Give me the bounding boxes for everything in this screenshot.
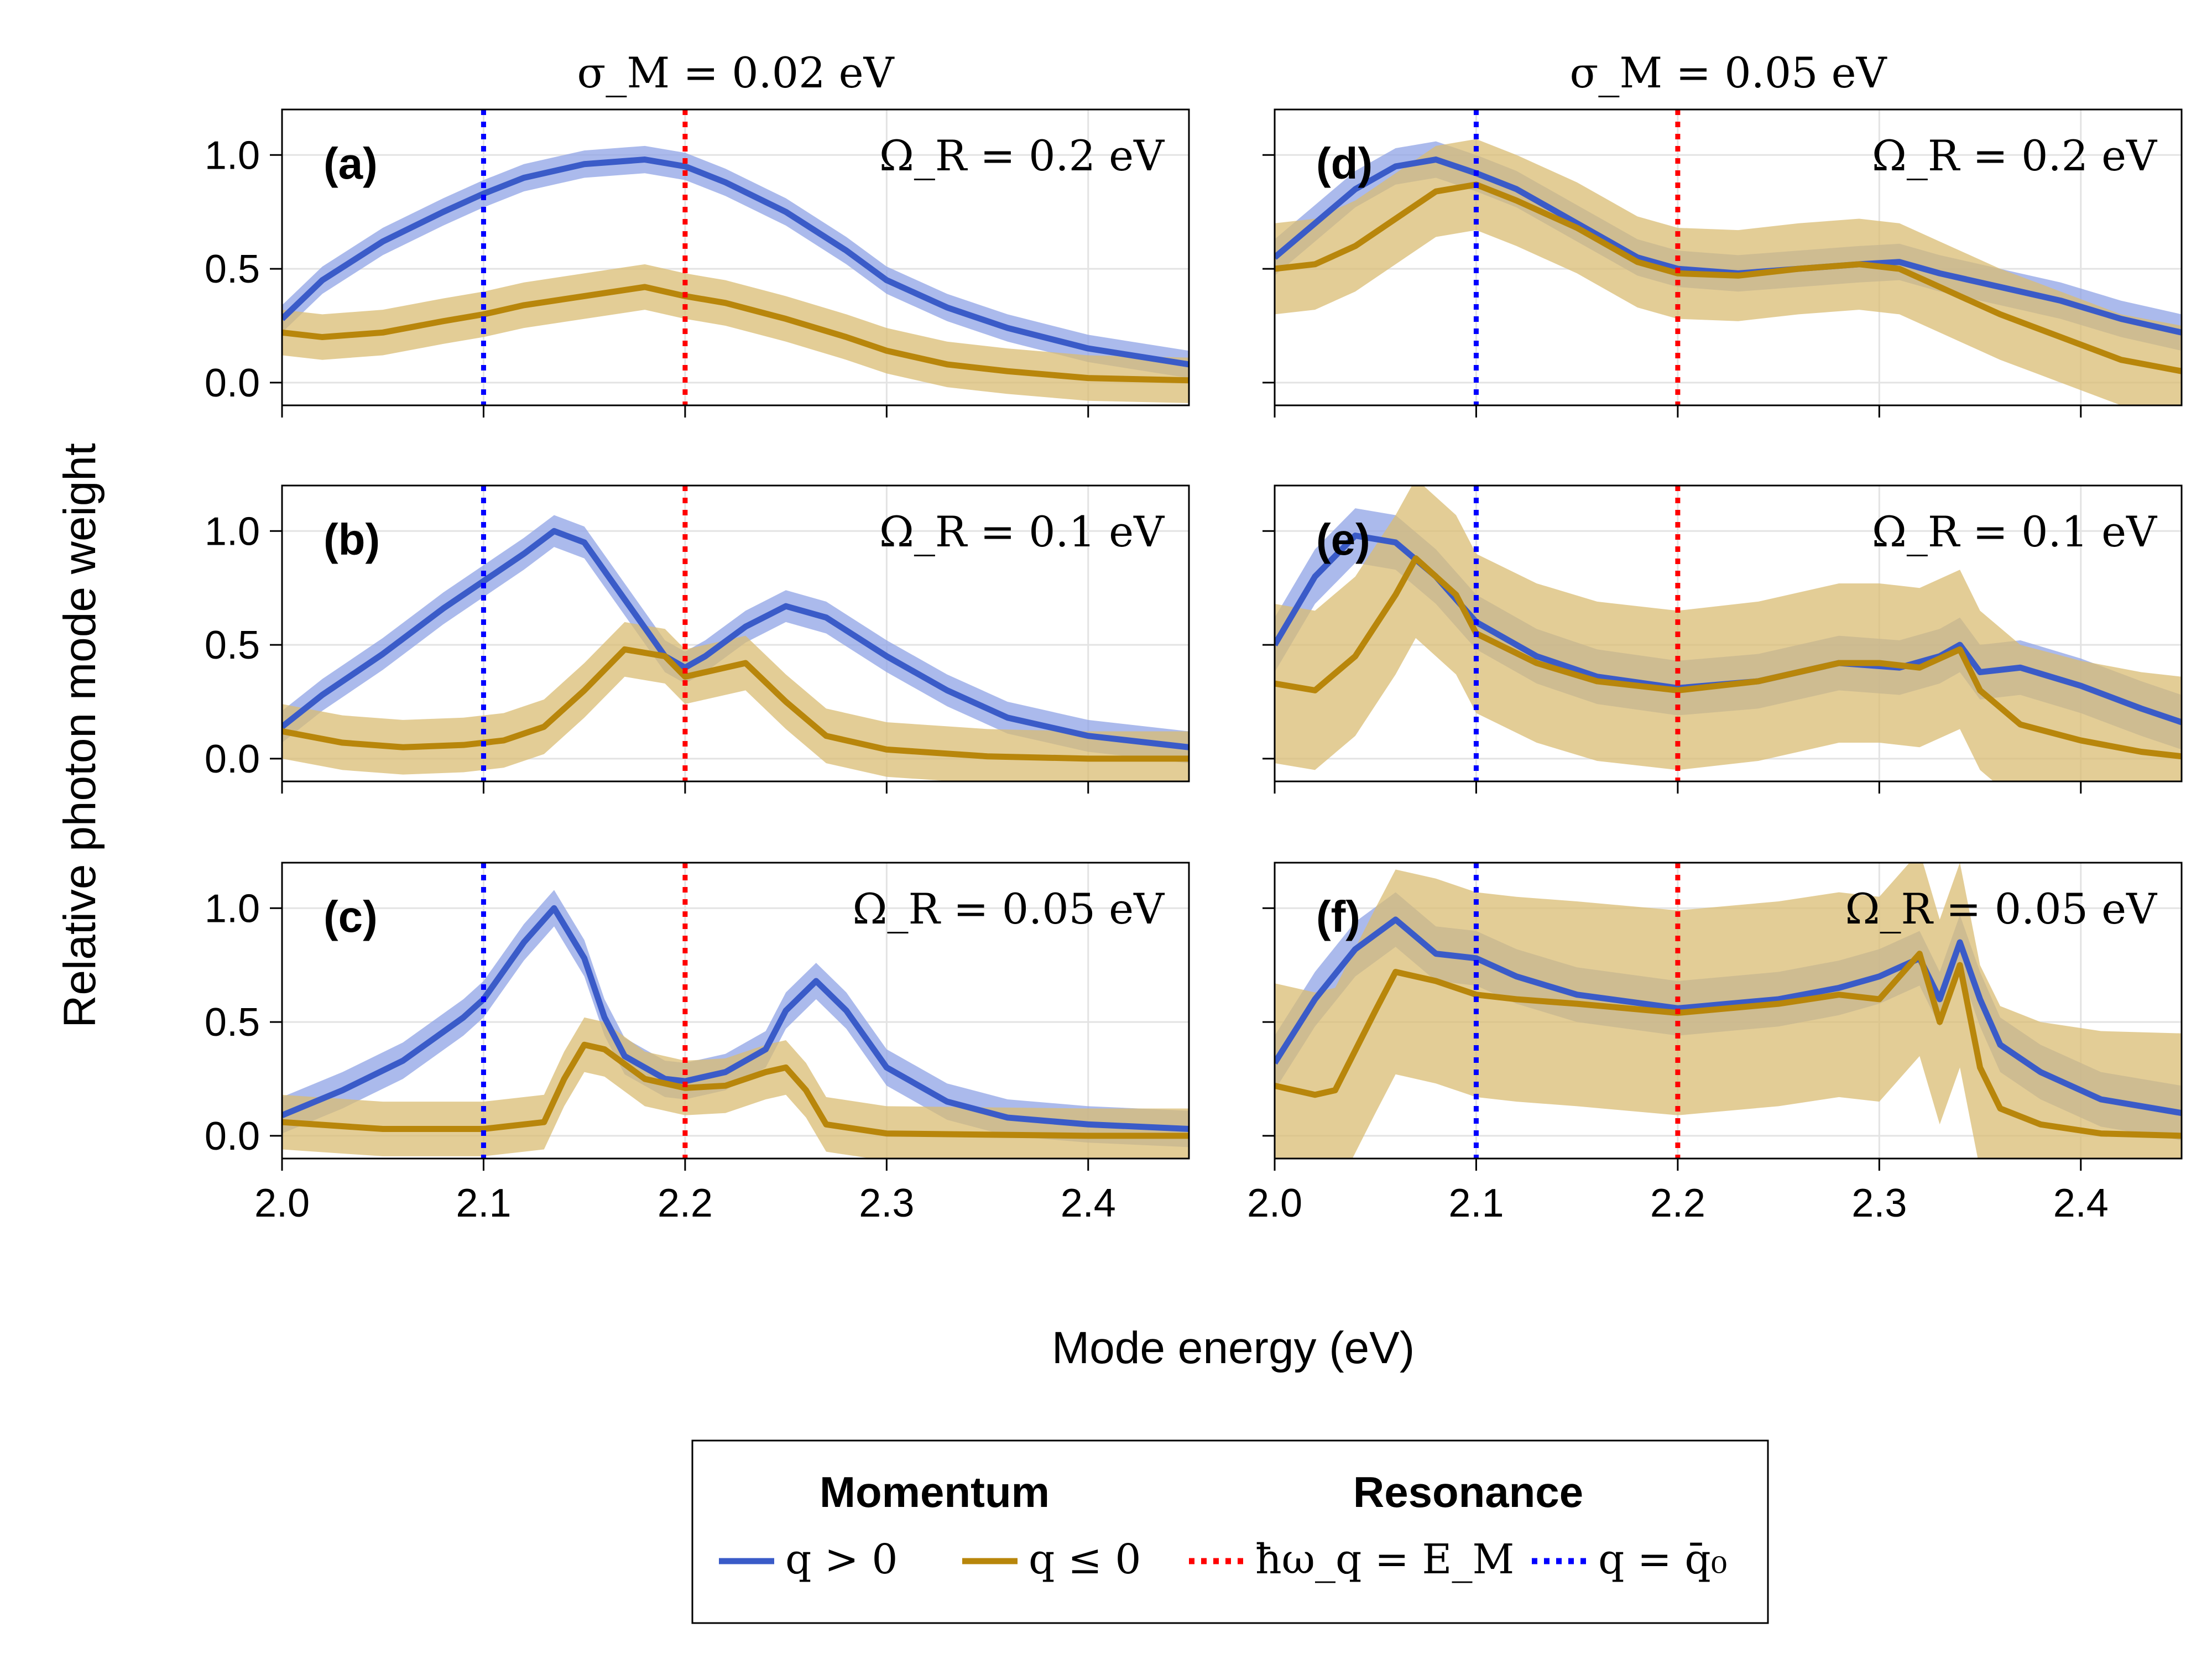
x-tick-label: 2.1 xyxy=(456,1181,511,1225)
rabi-annotation: Ω_R = 0.2 eV xyxy=(1872,131,2157,180)
axes-frame xyxy=(281,108,1190,406)
y-tick-label: 0.0 xyxy=(205,361,260,405)
plot-area xyxy=(1275,863,2182,1159)
band-q-neg xyxy=(282,622,1189,781)
band-q-pos xyxy=(282,890,1189,1147)
series-line-q-neg xyxy=(282,646,1189,762)
legend-entry-q0: q = q̄₀ xyxy=(1532,1536,1727,1583)
rabi-annotation: Ω_R = 0.1 eV xyxy=(1872,507,2157,556)
legend-label: ħω_q = E_M xyxy=(1255,1536,1514,1583)
x-tick-label: 2.2 xyxy=(1650,1181,1705,1225)
panel-d: (d) Ω_R = 0.2 eV σ_M = 0.05 eV xyxy=(1262,48,2183,418)
panel-c: 2.0 2.1 2.2 2.3 2.4 0.0 0.5 1.0 (c) Ω_R = 0.05 eV xyxy=(205,862,1190,1225)
plot-area xyxy=(1275,486,2182,781)
series-line-q-neg xyxy=(282,1041,1189,1139)
y-tick-label: 0.0 xyxy=(205,1114,260,1159)
x-tick-label: 2.4 xyxy=(2053,1181,2109,1225)
plot-area xyxy=(282,109,1189,405)
x-tick-label: 2.2 xyxy=(658,1181,713,1225)
x-tick-label: 2.1 xyxy=(1448,1181,1504,1225)
plot-area xyxy=(282,486,1189,781)
y-tick-label: 1.0 xyxy=(205,886,260,931)
legend-entry-resonance: ħω_q = E_M xyxy=(1189,1536,1514,1583)
rabi-annotation: Ω_R = 0.1 eV xyxy=(879,507,1165,556)
series-line-q-neg xyxy=(1275,555,2182,760)
panel-letter: (a) xyxy=(324,139,378,188)
rabi-annotation: Ω_R = 0.2 eV xyxy=(879,131,1165,180)
column-title: σ_M = 0.02 eV xyxy=(577,48,895,97)
series-line-q-pos xyxy=(282,156,1189,368)
series-line-q-pos xyxy=(282,905,1189,1132)
panel-letter: (d) xyxy=(1316,139,1373,188)
panel-letter: (f) xyxy=(1316,892,1360,941)
legend-label: q ≤ 0 xyxy=(1029,1536,1141,1583)
x-tick-label: 2.4 xyxy=(1061,1181,1116,1225)
legend-entry-q-neg: q ≤ 0 xyxy=(962,1536,1141,1583)
rabi-annotation: Ω_R = 0.05 eV xyxy=(853,884,1165,933)
panel-e: (e) Ω_R = 0.1 eV xyxy=(1262,484,2183,794)
x-tick-label: 2.0 xyxy=(254,1181,310,1225)
panel-letter: (b) xyxy=(324,515,380,564)
plot-area xyxy=(282,863,1189,1159)
column-title: σ_M = 0.05 eV xyxy=(1570,48,1887,97)
axes-frame xyxy=(281,862,1190,1160)
y-tick-label: 0.0 xyxy=(205,737,260,781)
series-line-q-neg xyxy=(1275,951,2182,1139)
legend-title-momentum: Momentum xyxy=(820,1468,1050,1516)
y-tick-label: 1.0 xyxy=(205,509,260,554)
series-line-q-pos xyxy=(1275,916,2182,1117)
rabi-annotation: Ω_R = 0.05 eV xyxy=(1845,884,2158,933)
axes-frame xyxy=(281,484,1190,782)
legend: Momentum Resonance q > 0 q ≤ 0 ħω_q = E_M q =… xyxy=(691,1439,1769,1624)
y-tick-label: 1.0 xyxy=(205,133,260,178)
axes-frame xyxy=(1274,862,2183,1160)
panel-letter: (e) xyxy=(1316,515,1370,564)
x-tick-label: 2.3 xyxy=(1851,1181,1907,1225)
legend-label: q = q̄₀ xyxy=(1598,1536,1727,1583)
legend-entry-q-pos: q > 0 xyxy=(719,1536,898,1583)
panel-a: 0.0 0.5 1.0 (a) Ω_R = 0.2 eV σ_M = 0.02 eV xyxy=(205,48,1190,418)
legend-title-resonance: Resonance xyxy=(1353,1468,1583,1516)
panel-letter: (c) xyxy=(324,892,378,941)
band-q-pos xyxy=(282,145,1189,378)
series-line-q-neg xyxy=(1275,181,2182,374)
axes-frame xyxy=(1274,484,2183,782)
panel-b: 0.0 0.5 1.0 (b) Ω_R = 0.1 eV xyxy=(205,484,1190,794)
x-axis-label: Mode energy (eV) xyxy=(1052,1323,1415,1373)
series-line-q-pos xyxy=(282,528,1189,750)
band-q-neg xyxy=(1275,486,2182,781)
plot-area xyxy=(1275,109,2182,405)
x-tick-label: 2.0 xyxy=(1247,1181,1302,1225)
y-axis-label: Relative photon mode weight xyxy=(55,443,105,1028)
panels: 0.00.51.0 (a) Ω_R = 0.2 eVσ_M = 0.02 eV0.0… xyxy=(205,48,2183,1225)
x-tick-label: 2.3 xyxy=(859,1181,914,1225)
y-tick-label: 0.5 xyxy=(205,623,260,667)
legend-label: q > 0 xyxy=(785,1536,898,1583)
y-tick-label: 0.5 xyxy=(205,247,260,291)
y-tick-label: 0.5 xyxy=(205,1000,260,1045)
legend-box xyxy=(691,1439,1769,1624)
panel-f: 2.0 2.1 2.2 2.3 2.4 (f) Ω_R = 0.05 eV xyxy=(1247,862,2183,1225)
axes-frame xyxy=(1274,108,2183,406)
